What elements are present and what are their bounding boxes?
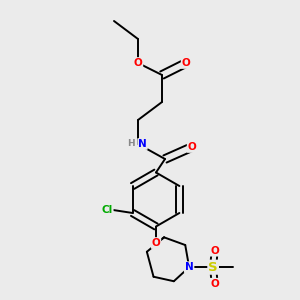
Text: O: O (210, 246, 219, 256)
Text: O: O (188, 142, 196, 152)
Text: O: O (182, 58, 190, 68)
Text: O: O (210, 279, 219, 289)
Text: O: O (152, 238, 160, 248)
Text: O: O (134, 58, 142, 68)
Text: N: N (138, 139, 147, 149)
Text: N: N (185, 262, 194, 272)
Text: H: H (127, 140, 134, 148)
Text: Cl: Cl (101, 205, 113, 215)
Text: S: S (208, 261, 218, 274)
